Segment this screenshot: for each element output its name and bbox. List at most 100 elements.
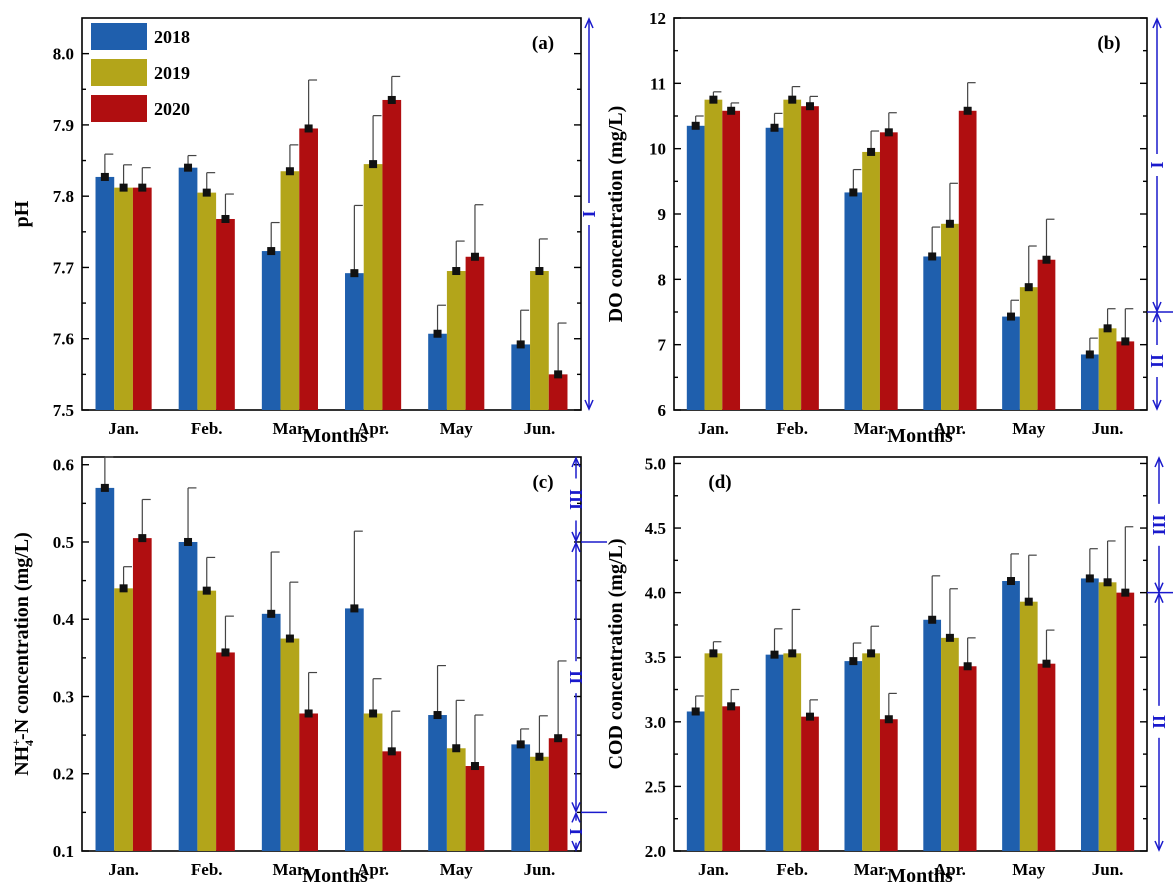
x-tick-label: Jan.	[108, 419, 139, 438]
bar-2018-Feb.	[178, 167, 198, 410]
bar-2018-May	[428, 333, 447, 410]
bar-2018-Jan.	[686, 711, 705, 851]
mean-marker	[369, 160, 378, 169]
zone-arrow-down	[1154, 840, 1164, 852]
mean-marker	[1085, 574, 1094, 583]
bar-2020-Jan.	[132, 538, 152, 851]
bar-2018-May	[428, 715, 447, 851]
mean-marker	[1024, 283, 1033, 292]
x-tick-label: Jun.	[524, 419, 556, 438]
zone-arrow-down	[571, 531, 581, 543]
bar-2020-Jun.	[1116, 592, 1135, 851]
mean-marker	[709, 95, 718, 104]
mean-marker	[928, 615, 937, 624]
x-tick-label: Jan.	[698, 860, 729, 879]
bar-2018-Jan.	[95, 176, 115, 410]
panel-a: 7.5 7.6 7.7 7.8 7.9 8.0 Jan. Feb. Mar. Apr. May Jun…	[11, 17, 599, 447]
y-axis-label: NH+4-N concentration (mg/L)	[9, 532, 36, 776]
bar-2020-Mar.	[299, 713, 318, 851]
mean-marker	[452, 744, 461, 753]
bar-2019-Feb.	[783, 99, 802, 411]
x-tick-label: Feb.	[776, 860, 808, 879]
mean-marker	[516, 740, 525, 749]
zone-arrow-up	[1152, 311, 1162, 323]
mean-marker	[100, 172, 109, 181]
bar-2018-Mar.	[261, 613, 281, 851]
zone-arrow-up	[571, 456, 581, 468]
mean-marker	[963, 106, 972, 115]
legend-swatch-2019	[91, 59, 147, 86]
x-axis-label: Months	[302, 425, 368, 447]
bar-2020-Apr.	[382, 751, 402, 851]
mean-marker	[1085, 350, 1094, 359]
mean-marker	[788, 95, 797, 104]
legend-label-2018: 2018	[154, 27, 190, 47]
mean-marker	[727, 702, 736, 711]
y-tick-label: 4.5	[645, 519, 666, 538]
x-axis-label: Months	[887, 865, 953, 887]
zone-arrow-up	[1152, 17, 1162, 29]
plot-frame	[673, 456, 1148, 852]
panel-label: (d)	[708, 472, 731, 493]
bar-2018-Jun.	[1080, 354, 1099, 410]
bar-2018-Jun.	[511, 744, 531, 851]
bar-2020-Feb.	[216, 652, 235, 851]
mean-marker	[285, 167, 294, 176]
bar-2020-Mar.	[879, 132, 898, 411]
zone-arrow-down	[571, 802, 581, 814]
bar-2019-Apr.	[941, 637, 959, 851]
bar-2020-Jun.	[548, 738, 568, 851]
zone-arrow-up	[584, 17, 594, 29]
panel-label: (a)	[532, 33, 554, 54]
y-axis-label: COD concentration (mg/L)	[605, 538, 627, 769]
bar-2019-May	[446, 271, 466, 410]
bar-2019-Apr.	[941, 223, 959, 410]
bar-2020-Apr.	[958, 110, 977, 411]
y-tick-label: 12	[649, 9, 666, 28]
zone-arrow-down	[1154, 582, 1164, 594]
panel-d: 2.0 2.5 3.0 3.5 4.0 4.5 5.0 Jan. Feb. Mar. Apr. May…	[605, 454, 1173, 887]
mean-marker	[184, 537, 193, 546]
bar-2019-Mar.	[280, 638, 300, 851]
y-tick-label: 9	[658, 205, 667, 224]
bar-2020-May	[1037, 663, 1056, 851]
class-zones: I	[579, 17, 599, 411]
x-axis-label: Months	[887, 425, 953, 447]
mean-marker	[202, 586, 211, 595]
bar-2018-Feb.	[765, 654, 784, 851]
mean-marker	[452, 267, 461, 276]
mean-marker	[709, 649, 718, 658]
mean-marker	[350, 269, 359, 278]
y-tick-label: 8.0	[53, 45, 74, 64]
mean-marker	[433, 711, 442, 720]
panel-label: (c)	[532, 472, 553, 493]
bar-2018-Jun.	[1080, 578, 1099, 851]
bar-2019-Jun.	[530, 756, 549, 851]
mean-marker	[119, 183, 128, 192]
plot-frame	[81, 17, 582, 411]
y-tick-label: 10	[649, 140, 666, 159]
bar-2020-Jan.	[722, 706, 741, 851]
bar-2020-Apr.	[958, 666, 977, 851]
bar-2019-May	[446, 748, 466, 851]
mean-marker	[470, 762, 479, 771]
mean-marker	[1007, 577, 1016, 586]
mean-marker	[387, 747, 396, 756]
bar-2018-Jan.	[95, 487, 115, 851]
mean-marker	[535, 752, 544, 761]
zone-label: II	[1149, 715, 1169, 729]
mean-marker	[928, 252, 937, 261]
bar-2019-May	[1019, 287, 1038, 410]
mean-marker	[945, 633, 954, 642]
y-tick-label: 0.6	[53, 456, 74, 475]
x-tick-label: May	[440, 860, 474, 879]
mean-marker	[691, 121, 700, 130]
bar-2018-Apr.	[923, 256, 942, 410]
bar-2019-Jun.	[1098, 328, 1117, 410]
mean-marker	[849, 188, 858, 197]
x-tick-label: Jun.	[524, 860, 556, 879]
mean-marker	[433, 329, 442, 338]
zone-label: III	[1149, 514, 1169, 535]
x-tick-label: Mar.	[854, 860, 889, 879]
